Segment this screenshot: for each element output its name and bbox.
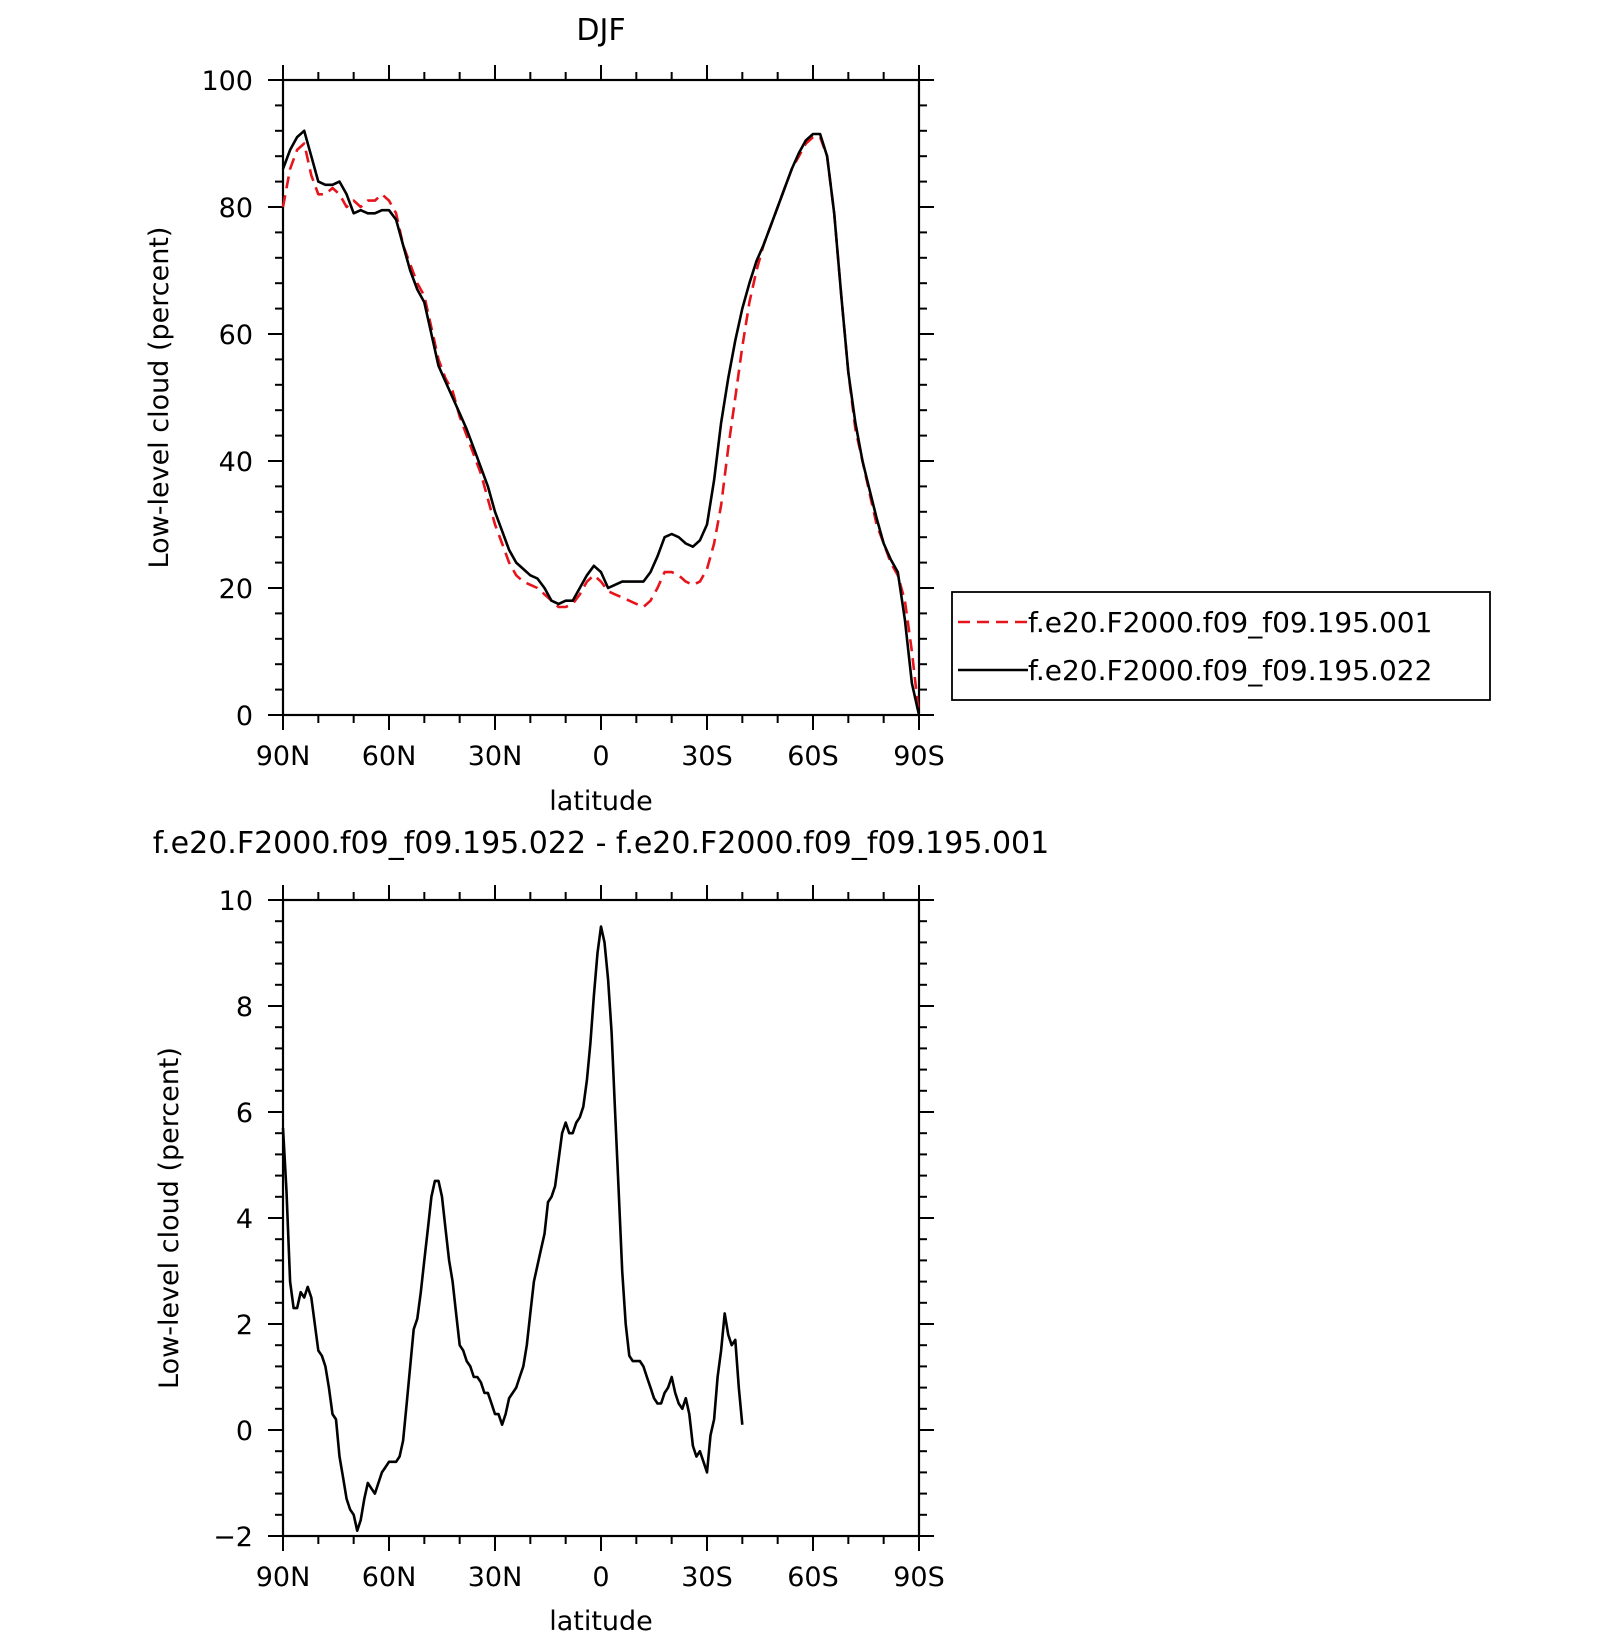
series-line-2	[281, 129, 921, 716]
y-tick-label: 0	[236, 701, 253, 732]
chart-panel-2: 90N 60N 30N 0 30S 60S 90S −2 0 2 4 6 8 10 f.e20.F2000.…	[153, 826, 1049, 1637]
x-tick-label: 60S	[787, 1562, 839, 1593]
x-tick-label: 30S	[681, 1562, 733, 1593]
x-tick-label: 90S	[893, 741, 945, 772]
legend-label-2: f.e20.F2000.f09_f09.195.022	[1028, 654, 1432, 687]
y-axis-label: Low-level cloud (percent)	[154, 1047, 185, 1389]
y-tick-label: 100	[201, 66, 253, 97]
y-tick-label: 2	[236, 1310, 253, 1341]
x-tick-label: 90N	[256, 1562, 311, 1593]
x-tick-label: 30N	[468, 1562, 523, 1593]
x-tick-label: 60S	[787, 741, 839, 772]
y-tick-label: 0	[236, 1416, 253, 1447]
y-tick-label: 80	[219, 193, 253, 224]
y-tick-label: 4	[236, 1204, 253, 1235]
y-tick-label: 10	[219, 886, 253, 917]
x-tick-label: 0	[592, 1562, 609, 1593]
x-tick-label: 30N	[468, 741, 523, 772]
x-tick-label: 30S	[681, 741, 733, 772]
x-tick-label: 60N	[362, 741, 417, 772]
x-axis-label: latitude	[549, 1606, 653, 1635]
chart-title: DJF	[576, 13, 625, 48]
series-line-1	[281, 135, 921, 716]
y-tick-label: 40	[219, 447, 253, 478]
legend: f.e20.F2000.f09_f09.195.001 f.e20.F2000.f…	[951, 591, 1491, 701]
y-tick-label: 8	[236, 992, 253, 1023]
y-tick-label: 60	[219, 320, 253, 351]
x-tick-label: 90N	[256, 741, 311, 772]
chart-title: f.e20.F2000.f09_f09.195.022 - f.e20.F200…	[153, 826, 1049, 861]
x-axis-label: latitude	[549, 786, 653, 817]
x-tick-label: 60N	[362, 1562, 417, 1593]
series-line-1	[281, 925, 744, 1532]
plot-frame	[281, 898, 921, 1538]
chart-panel-1: 90N 60N 30N 0 30S 60S 90S 0 20 40 60 80 100 DJF latitu…	[144, 13, 1491, 817]
y-tick-label: 6	[236, 1098, 253, 1129]
y-tick-label: −2	[213, 1522, 253, 1553]
x-tick-label: 0	[592, 741, 609, 772]
legend-label-1: f.e20.F2000.f09_f09.195.001	[1028, 606, 1432, 639]
y-axis-label: Low-level cloud (percent)	[144, 227, 175, 569]
x-tick-label: 90S	[893, 1562, 945, 1593]
y-tick-label: 20	[219, 574, 253, 605]
plot-frame	[281, 78, 921, 717]
legend-box	[951, 591, 1491, 701]
